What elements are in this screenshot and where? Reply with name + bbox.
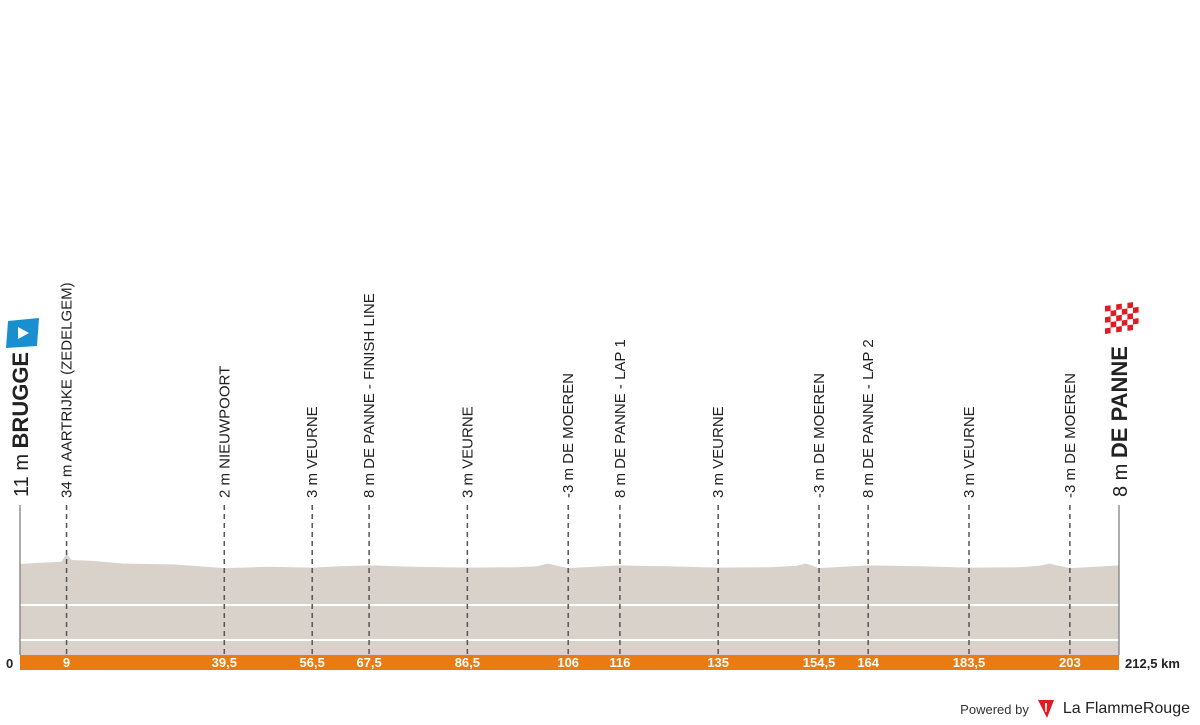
axis-end-label: 212,5 km <box>1125 656 1180 671</box>
checker-cell <box>1133 318 1139 325</box>
waypoint-label: 8 m DE PANNE - LAP 2 <box>860 339 877 498</box>
km-tick-label: 183,5 <box>953 655 986 670</box>
play-icon <box>18 327 29 339</box>
checker-cell <box>1116 303 1122 311</box>
waypoint-label: 8 m DE PANNE - LAP 1 <box>612 339 629 498</box>
waypoint-labels: 34 m AARTRIJKE (ZEDELGEM) 2 m NIEUWPOORT 3… <box>59 282 1079 498</box>
finish-elevation: 8 m <box>1110 458 1132 497</box>
checker-cell <box>1127 313 1133 320</box>
waypoint-label: 3 m VEURNE <box>710 406 727 498</box>
waypoint-label: 34 m AARTRIJKE (ZEDELGEM) <box>59 282 76 498</box>
waypoint-label: 2 m NIEUWPOORT <box>216 366 233 498</box>
km-tick-label: 9 <box>63 655 70 670</box>
waypoint-label: -3 m DE MOEREN <box>560 373 577 498</box>
start-name: BRUGGE <box>8 352 33 449</box>
checker-cell <box>1116 314 1122 322</box>
km-tick-label: 164 <box>857 655 879 670</box>
km-band-rect <box>20 655 1119 670</box>
flamme-rouge-logo-icon <box>1037 700 1054 718</box>
checker-cell <box>1105 305 1111 312</box>
finish-name: DE PANNE <box>1107 346 1132 458</box>
grid-lines <box>20 604 1119 641</box>
checker-cell <box>1116 326 1122 333</box>
waypoint-label: 3 m VEURNE <box>304 406 321 498</box>
waypoint-label: -3 m DE MOEREN <box>1062 373 1079 498</box>
checker-cell <box>1110 321 1117 328</box>
waypoint-label: 3 m VEURNE <box>961 406 978 498</box>
km-tick-label: 39,5 <box>212 655 237 670</box>
checker-cell <box>1121 319 1128 327</box>
km-tick-label: 56,5 <box>300 655 325 670</box>
checker-cell <box>1127 302 1133 309</box>
checker-cell <box>1127 324 1133 331</box>
km-tick-label: 67,5 <box>356 655 381 670</box>
start-elevation: 11 m <box>11 448 33 497</box>
footer: Powered by La FlammeRouge <box>960 697 1190 721</box>
start-label: 11 m BRUGGE <box>8 352 33 497</box>
axis-start-label: 0 <box>6 656 13 671</box>
km-tick-label: 203 <box>1059 655 1081 670</box>
start-flag-icon <box>6 318 39 348</box>
endpoints: 11 m BRUGGE 8 m DE PANNE 0 212,5 km <box>6 301 1180 671</box>
km-tick-label: 106 <box>557 655 579 670</box>
powered-by-text: Powered by <box>960 701 1029 717</box>
finish-flag-icon <box>1105 301 1139 334</box>
km-axis-band: 9 39,5 56,5 67,5 86,5 106 116 135 154,5 164 183,5 2… <box>20 655 1119 670</box>
checker-cell <box>1105 316 1111 323</box>
km-tick-label: 116 <box>609 655 630 670</box>
finish-label: 8 m DE PANNE <box>1107 346 1132 497</box>
km-tick-label: 135 <box>707 655 729 670</box>
waypoint-lines <box>65 505 1071 655</box>
checker-cell <box>1105 327 1111 334</box>
km-tick-label: 86,5 <box>455 655 480 670</box>
brand-name: La FlammeRouge <box>1062 700 1190 717</box>
waypoint-label: 8 m DE PANNE - FINISH LINE <box>361 293 378 498</box>
checker-cell <box>1133 306 1139 314</box>
waypoint-label: 3 m VEURNE <box>459 406 476 498</box>
waypoint-label: -3 m DE MOEREN <box>811 373 828 498</box>
checker-cell <box>1121 308 1128 315</box>
km-tick-label: 154,5 <box>803 655 836 670</box>
checker-cell <box>1110 310 1117 317</box>
